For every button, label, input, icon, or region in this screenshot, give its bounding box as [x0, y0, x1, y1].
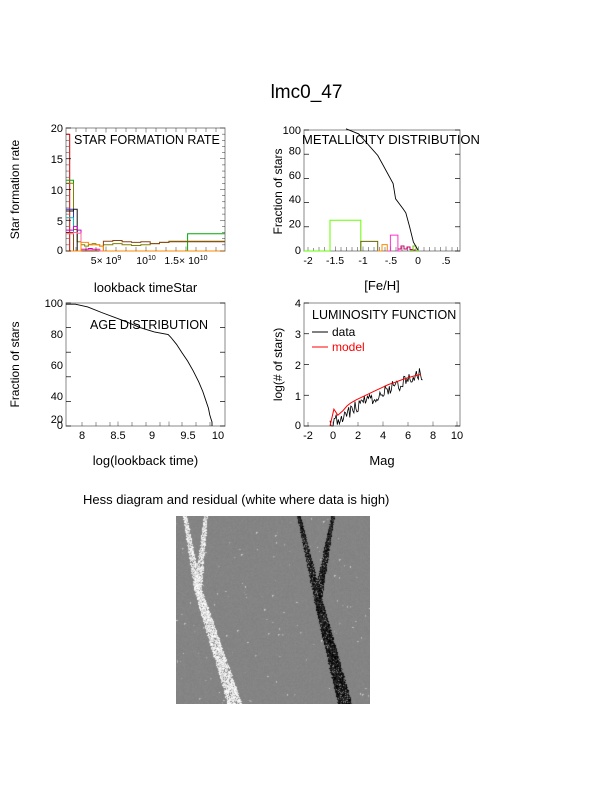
svg-text:-2: -2	[303, 255, 312, 267]
svg-text:2: 2	[355, 430, 361, 442]
svg-text:6: 6	[405, 430, 411, 442]
svg-text:80: 80	[51, 329, 63, 341]
svg-text:10: 10	[212, 430, 224, 442]
svg-text:60: 60	[289, 170, 301, 182]
svg-text:20: 20	[289, 219, 301, 231]
svg-text:-1.5: -1.5	[326, 255, 344, 267]
svg-text:9: 9	[149, 430, 155, 442]
svg-text:40: 40	[51, 391, 63, 403]
svg-text:3: 3	[295, 329, 301, 341]
svg-text:data: data	[332, 325, 356, 339]
svg-text:0: 0	[330, 430, 336, 442]
svg-text:Star formation rate: Star formation rate	[8, 139, 22, 239]
svg-text:2: 2	[295, 360, 301, 372]
svg-text:0: 0	[295, 420, 301, 432]
svg-text:15: 15	[51, 154, 63, 166]
svg-text:Fraction of stars: Fraction of stars	[8, 321, 22, 407]
svg-text:STAR FORMATION RATE: STAR FORMATION RATE	[74, 133, 220, 147]
svg-text:4: 4	[295, 298, 301, 310]
svg-text:40: 40	[289, 194, 301, 206]
svg-text:20: 20	[51, 124, 63, 135]
svg-text:1010: 1010	[136, 255, 156, 264]
svg-text:10: 10	[51, 185, 63, 197]
svg-text:8.5: 8.5	[110, 430, 125, 442]
svg-text:.5: .5	[442, 255, 451, 267]
svg-text:0: 0	[415, 255, 421, 267]
svg-text:-1: -1	[358, 255, 367, 267]
svg-text:5× 109: 5× 109	[91, 255, 122, 264]
svg-text:LUMINOSITY FUNCTION: LUMINOSITY FUNCTION	[312, 308, 456, 322]
svg-text:10: 10	[451, 430, 463, 442]
svg-text:Fraction of stars: Fraction of stars	[271, 148, 285, 234]
svg-text:METALLICITY DISTRIBUTION: METALLICITY DISTRIBUTION	[302, 132, 480, 147]
svg-text:model: model	[332, 340, 365, 354]
svg-text:0: 0	[57, 245, 63, 257]
svg-text:1.5× 1010: 1.5× 1010	[164, 255, 207, 264]
svg-text:8: 8	[79, 430, 85, 442]
svg-text:0: 0	[295, 245, 301, 257]
svg-text:-.5: -.5	[385, 255, 397, 267]
svg-text:9.5: 9.5	[180, 430, 195, 442]
svg-text:-2: -2	[303, 430, 313, 442]
svg-text:60: 60	[51, 360, 63, 372]
svg-text:8: 8	[430, 430, 436, 442]
svg-text:log(# of stars): log(# of stars)	[271, 328, 285, 401]
svg-text:1: 1	[295, 391, 301, 403]
svg-text:AGE DISTRIBUTION: AGE DISTRIBUTION	[90, 318, 208, 332]
svg-text:100: 100	[45, 298, 63, 310]
svg-text:4: 4	[380, 430, 386, 442]
svg-text:80: 80	[289, 145, 301, 157]
svg-text:5: 5	[57, 216, 63, 228]
svg-text:0: 0	[57, 420, 63, 432]
svg-text:100: 100	[283, 125, 301, 137]
